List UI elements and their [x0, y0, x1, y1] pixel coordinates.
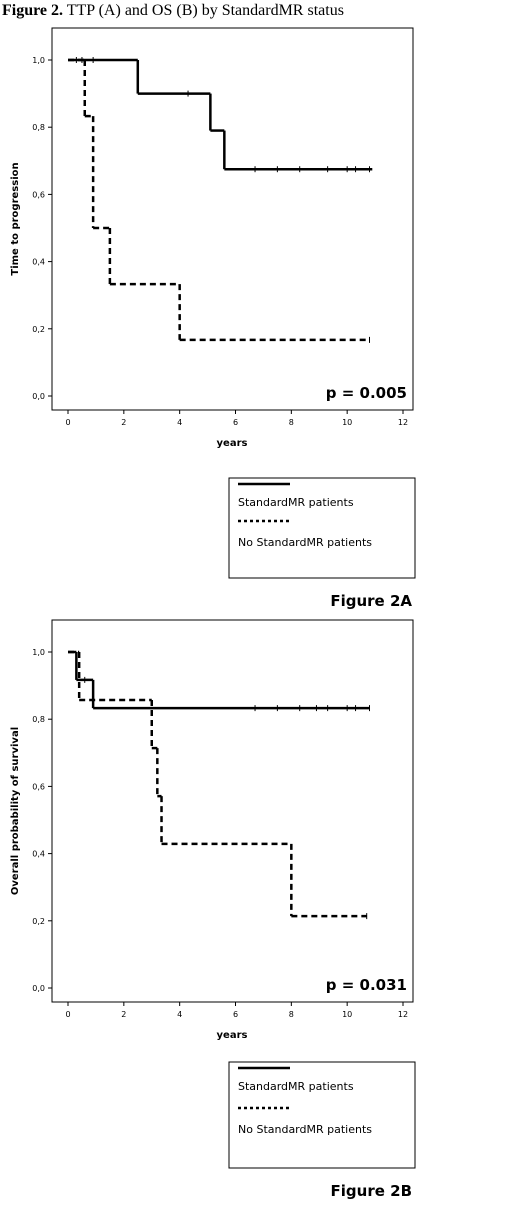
x-tick-label: 4 [177, 418, 182, 427]
plot-frame [51, 27, 414, 411]
legend-label: StandardMR patients [238, 496, 354, 509]
p-value: p = 0.005 [326, 384, 407, 402]
y-tick-label: 0,2 [32, 325, 45, 334]
figure-title: Figure 2. TTP (A) and OS (B) by Standard… [2, 2, 344, 19]
x-tick-label: 4 [177, 1010, 182, 1019]
y-tick-label: 1,0 [32, 56, 45, 65]
legend-label: No StandardMR patients [238, 536, 372, 549]
x-axis-label: years [217, 1030, 248, 1041]
y-tick-label: 0,0 [32, 392, 45, 401]
y-tick-label: 0,6 [32, 782, 45, 791]
x-tick-label: 8 [289, 418, 294, 427]
figure-label: Figure 2A [330, 592, 412, 610]
legend-label: No StandardMR patients [238, 1123, 372, 1136]
y-tick-label: 0,0 [32, 984, 45, 993]
y-tick-label: 0,8 [32, 123, 45, 132]
y-axis-label: Overall probability of survival [10, 727, 21, 895]
x-tick-label: 6 [233, 418, 238, 427]
x-tick-label: 6 [233, 1010, 238, 1019]
figure-label: Figure 2B [331, 1182, 412, 1200]
y-tick-label: 0,8 [32, 715, 45, 724]
x-tick-label: 12 [398, 1010, 408, 1019]
x-tick-label: 8 [289, 1010, 294, 1019]
x-tick-label: 12 [398, 418, 408, 427]
x-tick-label: 0 [65, 418, 70, 427]
p-value: p = 0.031 [326, 976, 407, 994]
legend-box [228, 477, 416, 579]
legend-box [228, 1061, 416, 1169]
plot-frame [51, 619, 414, 1003]
y-tick-label: 0,6 [32, 190, 45, 199]
legend-label: StandardMR patients [238, 1080, 354, 1093]
x-tick-label: 2 [121, 1010, 126, 1019]
y-tick-label: 0,2 [32, 917, 45, 926]
x-axis-label: years [217, 438, 248, 449]
y-axis-label: Time to progression [10, 162, 21, 275]
figure-title-label: Figure 2. [2, 2, 63, 19]
figure-title-text: TTP (A) and OS (B) by StandardMR status [67, 2, 344, 19]
x-tick-label: 10 [342, 1010, 352, 1019]
x-tick-label: 0 [65, 1010, 70, 1019]
y-tick-label: 0,4 [32, 258, 45, 267]
x-tick-label: 10 [342, 418, 352, 427]
x-tick-label: 2 [121, 418, 126, 427]
y-tick-label: 1,0 [32, 648, 45, 657]
y-tick-label: 0,4 [32, 850, 45, 859]
